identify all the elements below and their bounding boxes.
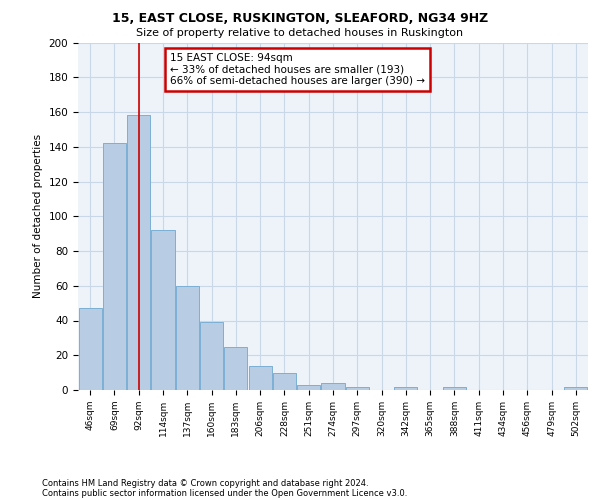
Bar [346, 386, 369, 390]
Text: Contains public sector information licensed under the Open Government Licence v3: Contains public sector information licen… [42, 488, 407, 498]
Bar [79, 308, 101, 390]
Bar [103, 144, 126, 390]
Bar [200, 322, 223, 390]
Bar [322, 383, 344, 390]
Bar [176, 286, 199, 390]
Bar [443, 386, 466, 390]
Bar [127, 116, 150, 390]
Bar [248, 366, 272, 390]
Text: 15, EAST CLOSE, RUSKINGTON, SLEAFORD, NG34 9HZ: 15, EAST CLOSE, RUSKINGTON, SLEAFORD, NG… [112, 12, 488, 26]
Bar [297, 385, 320, 390]
Bar [224, 346, 247, 390]
Y-axis label: Number of detached properties: Number of detached properties [33, 134, 43, 298]
Text: Size of property relative to detached houses in Ruskington: Size of property relative to detached ho… [136, 28, 464, 38]
Bar [565, 386, 587, 390]
Text: Contains HM Land Registry data © Crown copyright and database right 2024.: Contains HM Land Registry data © Crown c… [42, 478, 368, 488]
Bar [273, 372, 296, 390]
Bar [394, 386, 418, 390]
Text: 15 EAST CLOSE: 94sqm
← 33% of detached houses are smaller (193)
66% of semi-deta: 15 EAST CLOSE: 94sqm ← 33% of detached h… [170, 53, 425, 86]
Bar [151, 230, 175, 390]
